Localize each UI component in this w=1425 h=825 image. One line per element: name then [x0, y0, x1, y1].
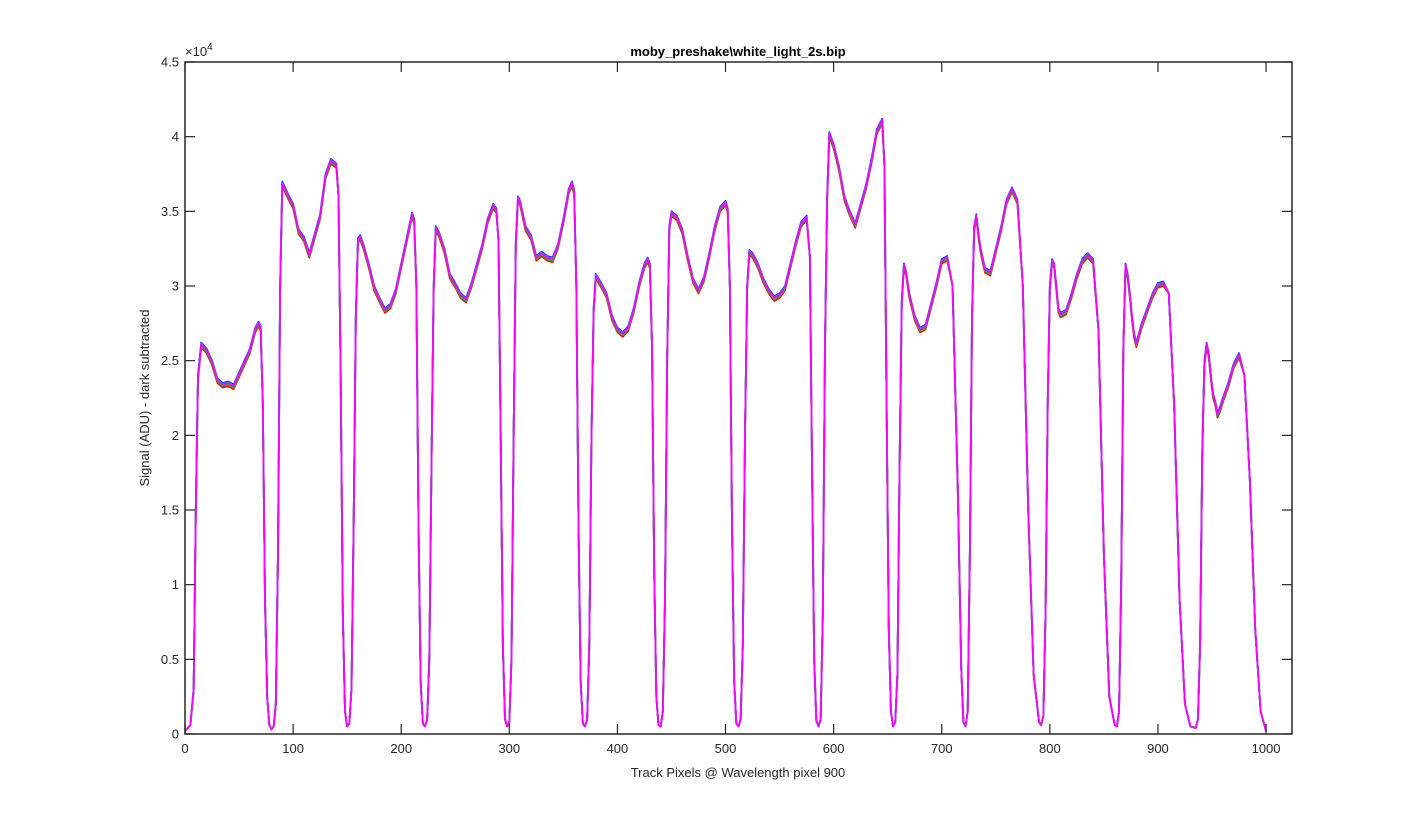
x-axis: 0 100 200 300 400 500 600 700 800 900 1000 [181, 62, 1281, 756]
y-tick-label: 2.5 [161, 353, 179, 368]
x-tick-label: 0 [181, 741, 188, 756]
x-tick-label: 300 [498, 741, 520, 756]
chart-title: moby_preshake\white_light_2s.bip [630, 44, 845, 59]
y-axis: 0 0.5 1 1.5 2 2.5 3 3.5 4 4.5 [161, 55, 1292, 742]
x-axis-title: Track Pixels @ Wavelength pixel 900 [631, 765, 846, 780]
y-exponent-base: ×10 [185, 44, 207, 59]
y-tick-label: 0.5 [161, 652, 179, 667]
y-tick-label: 3 [172, 279, 179, 294]
x-tick-label: 700 [931, 741, 953, 756]
x-tick-label: 400 [607, 741, 629, 756]
x-tick-label: 100 [282, 741, 304, 756]
y-tick-label: 4.5 [161, 55, 179, 70]
x-tick-label: 600 [823, 741, 845, 756]
x-tick-label: 900 [1147, 741, 1169, 756]
y-tick-label: 3.5 [161, 204, 179, 219]
x-tick-label: 800 [1039, 741, 1061, 756]
y-tick-label: 1 [172, 577, 179, 592]
y-tick-label: 4 [172, 129, 179, 144]
y-tick-label: 1.5 [161, 503, 179, 518]
axes-box [184, 61, 1293, 735]
y-tick-label: 2 [172, 428, 179, 443]
y-exponent-power: 4 [207, 42, 213, 53]
x-tick-label: 500 [715, 741, 737, 756]
series-layer [184, 117, 1267, 732]
y-axis-title: Signal (ADU) - dark subtracted [137, 309, 152, 486]
series-line-5 [184, 119, 1267, 732]
x-tick-label: 200 [390, 741, 412, 756]
x-tick-label: 1000 [1252, 741, 1281, 756]
plot-area [185, 62, 1292, 734]
y-tick-label: 0 [172, 727, 179, 742]
y-exponent-label: ×104 [185, 42, 213, 59]
